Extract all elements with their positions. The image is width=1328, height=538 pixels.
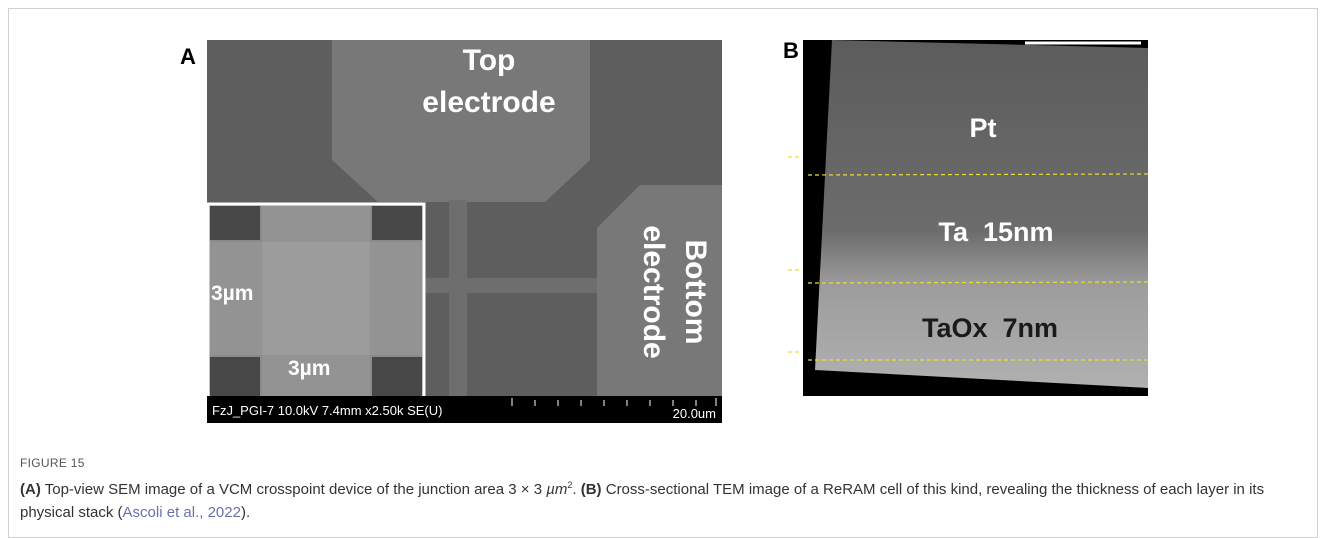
layer-label: Pt: [970, 113, 997, 143]
panel-label: B: [783, 38, 799, 63]
caption: (A) Top-view SEM image of a VCM crosspoi…: [20, 474, 1310, 524]
bottom-electrode-label: Bottom: [679, 240, 712, 345]
figure-label: FIGURE 15: [20, 456, 85, 470]
caption-text: ).: [241, 504, 250, 521]
inset-corner: [210, 206, 260, 240]
scale-text: 10 nm: [1028, 28, 1059, 40]
layer-label: Ta 15nm: [938, 217, 1053, 247]
inset-junction: [262, 242, 370, 355]
inset-label: 3µm: [288, 357, 330, 380]
top-electrode: [332, 40, 590, 202]
page: {"panel_a": {"label": "A", "top_electrod…: [0, 0, 1328, 533]
top-line: [449, 200, 467, 396]
caption-label: (B): [581, 481, 602, 498]
inset: 3µm 3µm: [208, 204, 424, 409]
bottom-electrode-label: electrode: [637, 225, 670, 358]
caption-text: .: [572, 481, 580, 498]
top-electrode-label: Top: [463, 44, 516, 77]
citation[interactable]: Ascoli et al., 2022: [123, 504, 241, 521]
caption-unit: µm: [546, 481, 567, 498]
panel-label: A: [180, 44, 196, 69]
top-electrode-label: electrode: [422, 86, 555, 119]
scale-text: 20.0um: [673, 406, 716, 421]
layer-label: TaOx 7nm: [922, 313, 1058, 343]
inset-label: 3µm: [211, 282, 253, 305]
bottom-line: [420, 278, 602, 293]
info-text: FzJ_PGI-7 10.0kV 7.4mm x2.50k SE(U): [212, 403, 442, 418]
caption-text: Top-view SEM image of a VCM crosspoint d…: [41, 481, 546, 498]
inset-corner: [372, 206, 422, 240]
caption-label: (A): [20, 481, 41, 498]
figure-images: A Top electrode Bottom electrode 3µm 3µm…: [0, 0, 1328, 440]
